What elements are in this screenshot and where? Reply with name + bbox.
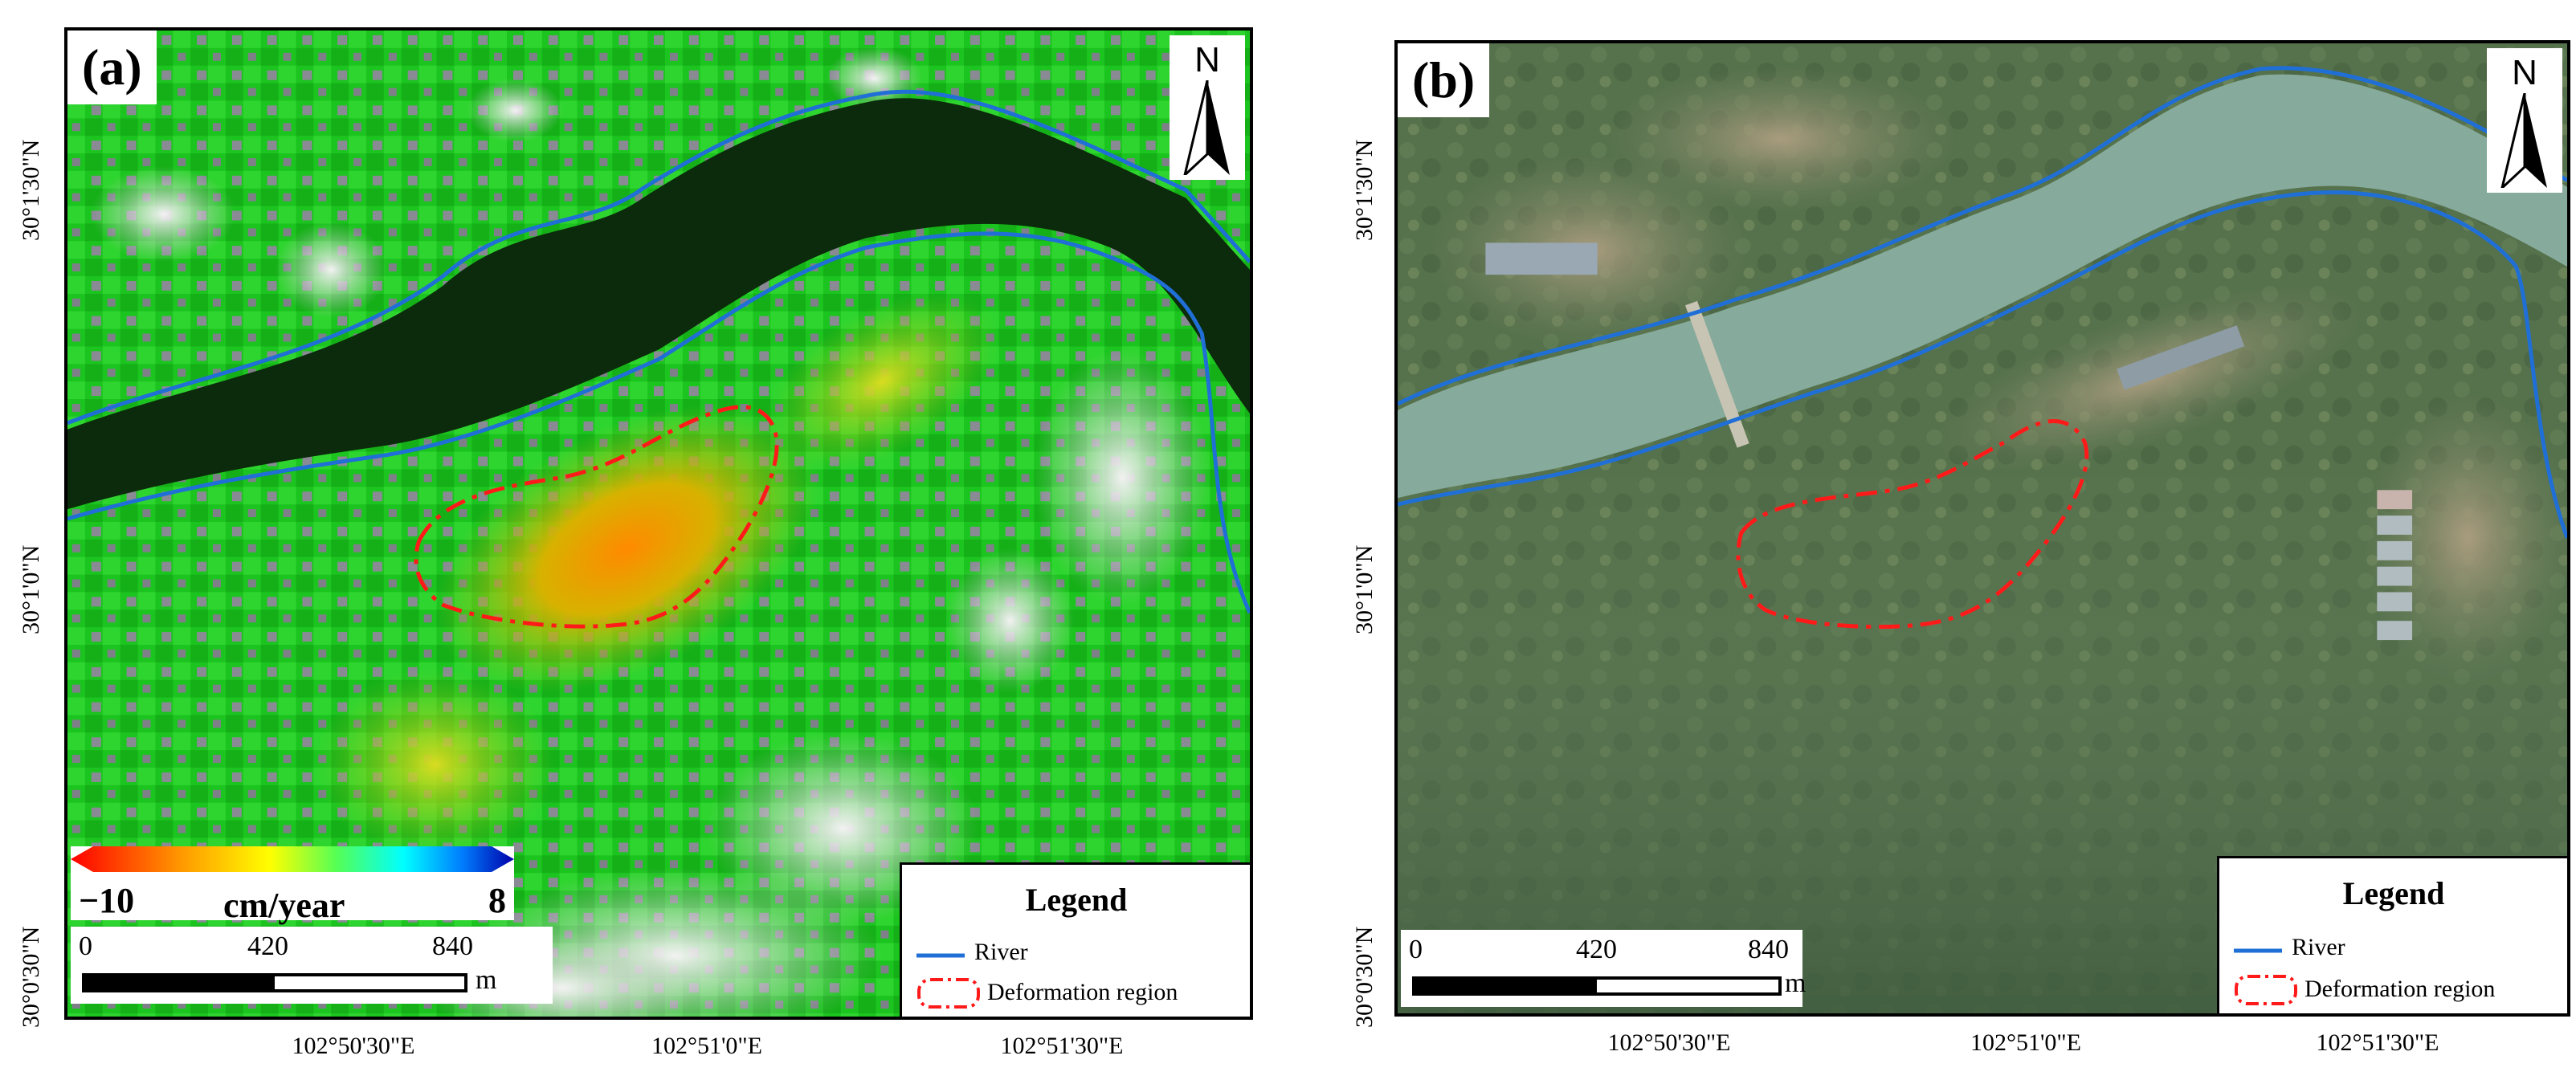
legend: Legend River Deformation region	[2217, 856, 2567, 1013]
legend-title: Legend	[1025, 882, 1128, 918]
lat-label-3: 30°0'30"N	[1351, 926, 1378, 1028]
lat-label-1: 30°1'30"N	[1351, 139, 1378, 241]
lon-label-3: 102°51'30"E	[2316, 1029, 2439, 1056]
colorbar-ramp	[71, 846, 514, 872]
scale-bar: 0 420 840 m	[71, 927, 553, 1004]
lon-label-3: 102°51'30"E	[1000, 1033, 1124, 1059]
north-arrow-icon	[1183, 80, 1230, 175]
satellite-image-map: (b) N 0 420 840 m Legend River	[1394, 40, 2570, 1017]
colorbar-min: −10	[79, 881, 135, 920]
panel-b: (b) N 0 420 840 m Legend River	[1317, 0, 2576, 1084]
scale-bar-graphic	[1412, 976, 1782, 996]
lat-label-3: 30°0'30"N	[18, 926, 44, 1028]
lon-label-2: 102°51'0"E	[651, 1033, 762, 1059]
insar-deformation-map: (a) N −10 cm/year 8 0 420 840 m	[64, 27, 1253, 1020]
north-arrow-icon	[2500, 93, 2547, 188]
north-arrow-label: N	[2512, 53, 2537, 92]
scale-tick-840: 840	[1748, 935, 1789, 964]
scale-bar: 0 420 840 m	[1401, 930, 1806, 1007]
lat-label-2: 30°1'0"N	[18, 544, 44, 634]
north-arrow-label: N	[1194, 40, 1220, 79]
legend-river-label: River	[974, 939, 1028, 965]
legend-river-swatch	[917, 953, 965, 958]
lon-label-1: 102°50'30"E	[1607, 1029, 1731, 1056]
scale-tick-0: 0	[1409, 935, 1423, 964]
legend-river-label: River	[2292, 934, 2345, 960]
colorbar-unit: cm/year	[223, 886, 345, 925]
scale-tick-420: 420	[247, 931, 288, 961]
lat-label-2: 30°1'0"N	[1351, 544, 1378, 634]
legend-deformation-swatch	[917, 978, 980, 1009]
lon-label-2: 102°51'0"E	[1970, 1029, 2081, 1056]
scale-tick-0: 0	[79, 931, 92, 961]
legend: Legend River Deformation region	[900, 862, 1250, 1017]
panel-a: (a) N −10 cm/year 8 0 420 840 m	[0, 0, 1253, 1084]
colorbar-max: 8	[488, 881, 506, 920]
legend-deformation-label: Deformation region	[2305, 976, 2496, 1002]
north-arrow: N	[2487, 48, 2562, 193]
scale-bar-graphic	[82, 973, 467, 992]
panel-b-label: (b)	[1398, 43, 1490, 117]
lon-label-1: 102°50'30"E	[292, 1033, 415, 1059]
scale-tick-840: 840	[432, 931, 473, 961]
scale-tick-420: 420	[1576, 935, 1617, 964]
legend-deformation-swatch	[2235, 975, 2297, 1005]
lat-label-1: 30°1'30"N	[18, 139, 44, 241]
panel-a-label: (a)	[67, 31, 157, 104]
legend-deformation-label: Deformation region	[987, 979, 1178, 1005]
north-arrow: N	[1170, 35, 1245, 180]
scale-unit: m	[476, 965, 497, 995]
colorbar: −10 cm/year 8	[71, 846, 514, 925]
legend-river-swatch	[2234, 948, 2282, 953]
scale-unit: m	[1785, 968, 1806, 998]
legend-title: Legend	[2342, 875, 2445, 911]
